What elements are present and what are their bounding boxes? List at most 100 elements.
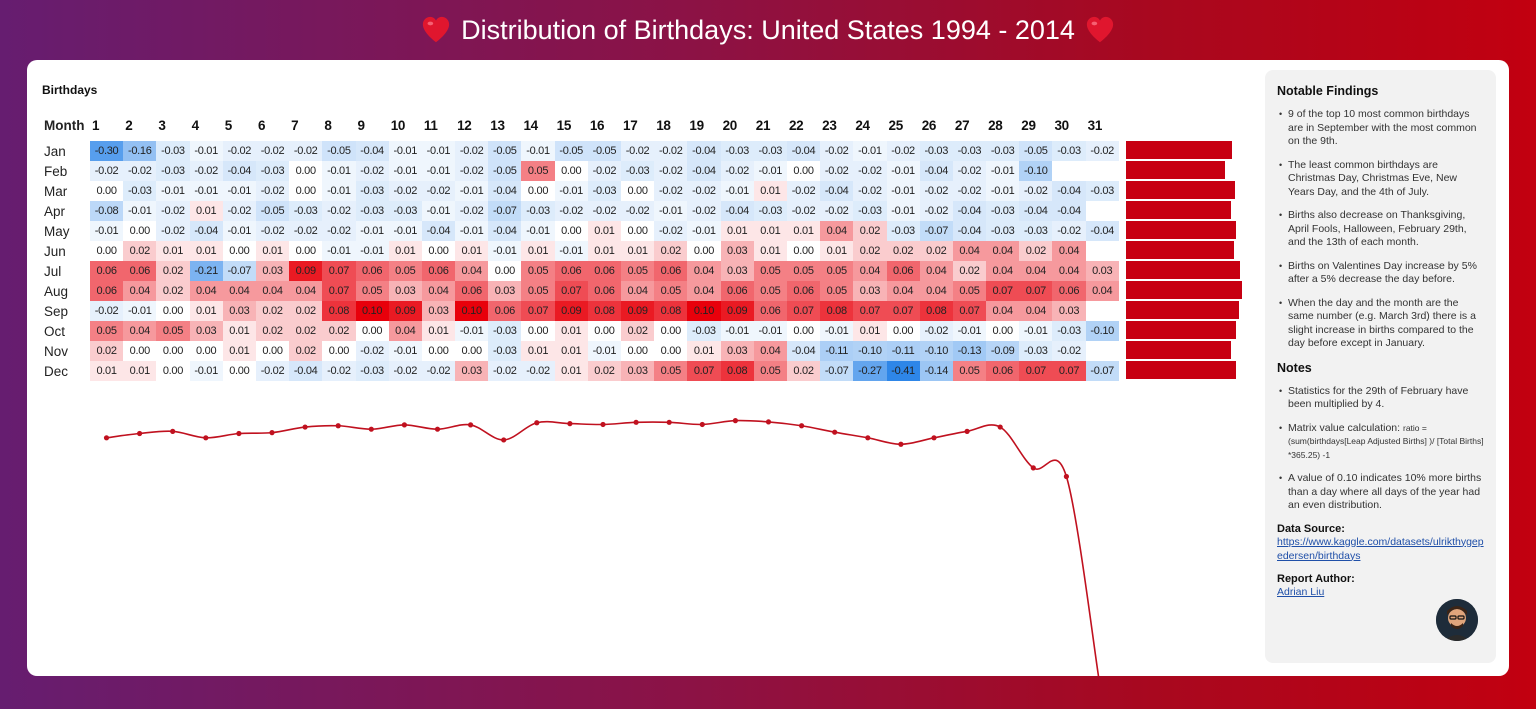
matrix-cell[interactable]: 0.00 bbox=[521, 181, 555, 201]
matrix-cell[interactable]: -0.04 bbox=[820, 181, 854, 201]
matrix-cell[interactable]: -0.01 bbox=[421, 161, 456, 181]
matrix-cell[interactable]: 0.03 bbox=[1085, 261, 1119, 281]
matrix-cell[interactable]: 0.04 bbox=[1085, 281, 1119, 301]
matrix-cell[interactable]: 0.08 bbox=[720, 361, 754, 381]
matrix-cell[interactable]: 0.06 bbox=[786, 281, 821, 301]
matrix-cell[interactable]: -0.03 bbox=[1085, 181, 1119, 201]
matrix-cell[interactable]: 0.00 bbox=[222, 361, 256, 381]
matrix-cell[interactable]: 0.01 bbox=[720, 221, 754, 241]
matrix-cell[interactable]: 0.00 bbox=[123, 221, 157, 241]
month-bar[interactable] bbox=[1126, 321, 1236, 339]
matrix-cell[interactable]: -0.01 bbox=[189, 181, 223, 201]
day-line-point[interactable] bbox=[236, 430, 242, 437]
matrix-cell[interactable]: 0.04 bbox=[455, 261, 489, 281]
author-link[interactable]: Adrian Liu bbox=[1277, 585, 1325, 598]
matrix-cell[interactable]: 0.04 bbox=[1052, 241, 1086, 261]
matrix-cell[interactable]: -0.02 bbox=[621, 201, 655, 221]
day-line-point[interactable] bbox=[898, 441, 904, 447]
matrix-cell[interactable]: -0.01 bbox=[687, 221, 721, 241]
month-bar[interactable] bbox=[1126, 361, 1236, 379]
day-line-point[interactable] bbox=[832, 429, 838, 435]
matrix-cell[interactable]: -0.03 bbox=[1019, 341, 1053, 361]
matrix-cell[interactable]: -0.02 bbox=[853, 161, 887, 181]
matrix-cell[interactable]: 0.01 bbox=[820, 241, 854, 261]
matrix-cell[interactable]: 0.06 bbox=[587, 281, 621, 301]
matrix-cell[interactable]: 0.02 bbox=[289, 301, 323, 321]
matrix-cell[interactable]: 0.05 bbox=[654, 361, 688, 381]
day-line-point[interactable] bbox=[501, 437, 507, 443]
matrix-cell[interactable]: -0.05 bbox=[488, 141, 522, 161]
matrix-cell[interactable]: 0.00 bbox=[421, 241, 456, 261]
matrix-cell[interactable]: -0.03 bbox=[886, 221, 920, 241]
matrix-cell[interactable]: 0.00 bbox=[156, 341, 190, 361]
matrix-cell[interactable]: -0.03 bbox=[388, 201, 422, 221]
matrix-cell[interactable]: -0.04 bbox=[488, 181, 522, 201]
data-source-link[interactable]: https://www.kaggle.com/datasets/ulrikthy… bbox=[1277, 535, 1484, 562]
matrix-cell[interactable]: -0.01 bbox=[421, 201, 456, 221]
matrix-cell[interactable]: -0.10 bbox=[1019, 161, 1053, 181]
matrix-cell[interactable]: -0.01 bbox=[455, 221, 489, 241]
matrix-cell[interactable]: -0.01 bbox=[90, 221, 124, 241]
matrix-cell[interactable]: 0.05 bbox=[952, 281, 987, 301]
matrix-cell[interactable]: -0.04 bbox=[919, 161, 953, 181]
matrix-cell[interactable]: -0.01 bbox=[886, 201, 920, 221]
matrix-cell[interactable]: -0.02 bbox=[421, 361, 456, 381]
matrix-cell[interactable]: -0.03 bbox=[123, 181, 157, 201]
matrix-cell[interactable]: 0.03 bbox=[455, 361, 489, 381]
matrix-cell[interactable]: 0.05 bbox=[820, 261, 854, 281]
matrix-cell[interactable]: 0.04 bbox=[820, 221, 854, 241]
matrix-cell[interactable]: 0.04 bbox=[621, 281, 655, 301]
matrix-cell[interactable]: -0.01 bbox=[654, 201, 688, 221]
matrix-cell[interactable]: 0.02 bbox=[853, 241, 887, 261]
day-line-point[interactable] bbox=[468, 422, 474, 428]
month-bar[interactable] bbox=[1126, 141, 1232, 159]
matrix-cell[interactable]: -0.02 bbox=[1019, 181, 1053, 201]
matrix-cell[interactable]: 0.01 bbox=[156, 241, 190, 261]
matrix-cell[interactable]: -0.04 bbox=[952, 221, 987, 241]
matrix-cell[interactable]: -0.04 bbox=[687, 161, 721, 181]
matrix-cell[interactable]: 0.04 bbox=[189, 281, 223, 301]
matrix-cell[interactable]: -0.03 bbox=[587, 181, 621, 201]
matrix-cell[interactable]: -0.01 bbox=[952, 321, 987, 341]
matrix-cell[interactable]: 0.04 bbox=[123, 281, 157, 301]
matrix-cell[interactable]: -0.03 bbox=[687, 321, 721, 341]
matrix-cell[interactable]: 0.09 bbox=[388, 301, 422, 321]
matrix-cell[interactable]: -0.01 bbox=[455, 321, 489, 341]
matrix-cell[interactable]: 0.05 bbox=[753, 261, 787, 281]
matrix-cell[interactable]: 0.04 bbox=[1052, 261, 1086, 281]
matrix-cell[interactable]: 0.00 bbox=[90, 241, 124, 261]
matrix-cell[interactable]: 0.00 bbox=[654, 321, 688, 341]
matrix-cell[interactable]: 0.05 bbox=[820, 281, 854, 301]
month-bar[interactable] bbox=[1126, 281, 1242, 299]
matrix-cell[interactable]: 0.02 bbox=[322, 321, 356, 341]
matrix-cell[interactable]: -0.01 bbox=[853, 141, 887, 161]
matrix-cell[interactable]: 0.01 bbox=[189, 241, 223, 261]
matrix-cell[interactable]: 0.01 bbox=[554, 321, 588, 341]
matrix-cell[interactable]: 0.07 bbox=[687, 361, 721, 381]
matrix-cell[interactable]: 0.06 bbox=[90, 281, 124, 301]
matrix-cell[interactable]: -0.03 bbox=[355, 181, 389, 201]
matrix-cell[interactable]: -0.01 bbox=[753, 321, 787, 341]
matrix-cell[interactable]: 0.02 bbox=[853, 221, 887, 241]
matrix-cell[interactable]: -0.02 bbox=[687, 181, 721, 201]
matrix-cell[interactable]: -0.02 bbox=[621, 141, 655, 161]
day-line-point[interactable] bbox=[434, 426, 441, 432]
matrix-cell[interactable]: 0.01 bbox=[554, 361, 588, 381]
matrix-cell[interactable]: -0.10 bbox=[1085, 321, 1119, 341]
matrix-cell[interactable]: -0.03 bbox=[355, 201, 389, 221]
matrix-cell[interactable]: -0.03 bbox=[1019, 221, 1053, 241]
matrix-cell[interactable]: -0.02 bbox=[952, 181, 987, 201]
matrix-cell[interactable]: -0.02 bbox=[90, 161, 124, 181]
matrix-cell[interactable]: -0.02 bbox=[255, 361, 290, 381]
matrix-cell[interactable]: 0.03 bbox=[222, 301, 256, 321]
matrix-cell[interactable]: -0.05 bbox=[554, 141, 588, 161]
matrix-cell[interactable]: -0.07 bbox=[820, 361, 854, 381]
day-line-point[interactable] bbox=[699, 421, 705, 428]
matrix-cell[interactable]: -0.01 bbox=[753, 161, 787, 181]
matrix-cell[interactable]: -0.02 bbox=[1052, 341, 1086, 361]
matrix-cell[interactable]: 0.00 bbox=[156, 361, 190, 381]
matrix-cell[interactable]: -0.27 bbox=[853, 361, 887, 381]
matrix-cell[interactable]: 0.08 bbox=[820, 301, 854, 321]
day-line-point[interactable] bbox=[865, 435, 871, 441]
matrix-cell[interactable]: -0.01 bbox=[123, 301, 157, 321]
